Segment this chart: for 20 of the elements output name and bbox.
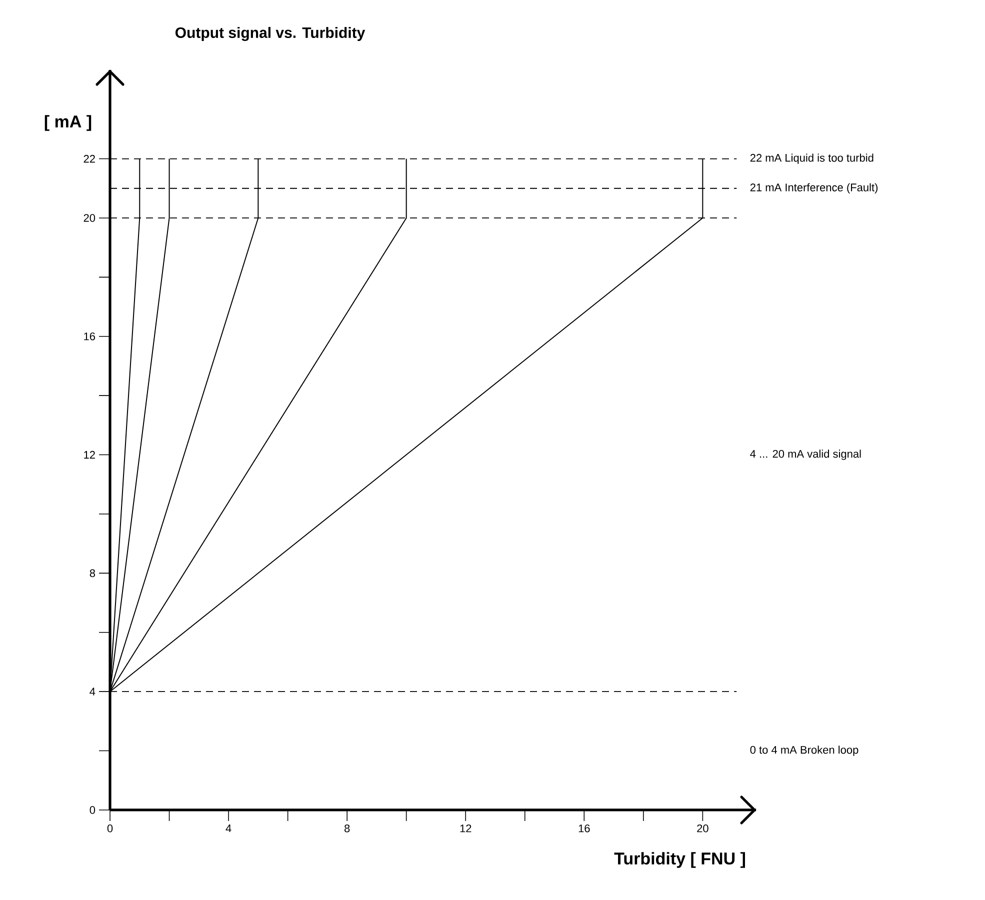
ref-line-label: 21 mA Interference (Fault) xyxy=(750,183,878,194)
y-tick-label: 4 xyxy=(90,688,96,696)
x-tick-label: 0 xyxy=(107,824,113,832)
annotation: 0 to 4 mA Broken loop xyxy=(750,746,858,756)
x-tick-label: 8 xyxy=(344,824,350,832)
x-tick-label: 12 xyxy=(460,824,472,832)
x-tick-label: 16 xyxy=(578,824,590,832)
y-tick-label: 0 xyxy=(90,806,96,814)
y-tick-label: 20 xyxy=(84,214,96,222)
chart-title: Output signal vs. Turbidity xyxy=(175,26,366,42)
x-axis-title: Turbidity [ FNU ] xyxy=(614,852,745,868)
ref-line-label: 22 mA Liquid is too turbid xyxy=(750,154,874,164)
y-tick-label: 12 xyxy=(84,450,95,459)
y-tick-label: 8 xyxy=(90,569,96,578)
x-tick-label: 4 xyxy=(226,824,232,832)
y-tick-label: 16 xyxy=(84,332,96,340)
annotation: 4 ... 20 mA valid signal xyxy=(750,450,861,460)
y-tick-label: 22 xyxy=(84,154,95,163)
y-axis-title: [ mA ] xyxy=(44,115,92,131)
x-tick-label: 20 xyxy=(697,824,708,832)
